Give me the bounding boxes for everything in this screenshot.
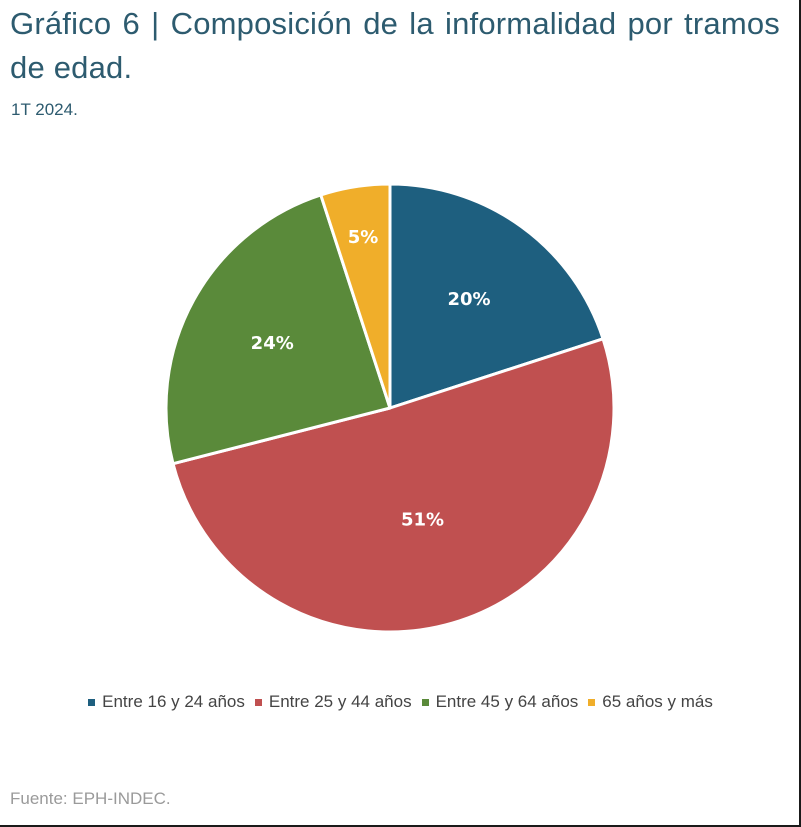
chart-title: Gráfico 6 | Composición de la informalid… xyxy=(10,6,780,85)
legend-swatch-2 xyxy=(254,698,262,706)
pie-slice-2 xyxy=(171,337,616,634)
chart-subtitle: 1T 2024. xyxy=(11,100,78,119)
legend-label-4: 65 años y más xyxy=(602,692,713,711)
pie-slice-4 xyxy=(319,182,392,410)
legend-swatch-1 xyxy=(88,698,96,706)
source-note: Fuente: EPH-INDEC. xyxy=(10,789,171,808)
slice-data-label-4: 5% xyxy=(348,227,379,248)
legend-label-2: Entre 25 y 44 años xyxy=(268,692,412,711)
legend-item-2: Entre 25 y 44 años xyxy=(254,692,412,712)
legend-label-1: Entre 16 y 24 años xyxy=(102,692,245,711)
slice-data-label-3: 24% xyxy=(251,333,294,354)
legend-swatch-3 xyxy=(421,698,429,706)
legend-item-1: Entre 16 y 24 años xyxy=(88,692,245,712)
chart-legend: Entre 16 y 24 años Entre 25 y 44 años Entr… xyxy=(0,692,801,712)
slice-data-label-2: 51% xyxy=(401,509,444,530)
pie-chart: 20% 51% 24% 5% xyxy=(164,182,616,634)
legend-label-3: Entre 45 y 64 años xyxy=(435,692,579,711)
pie-slice-3 xyxy=(164,193,392,466)
legend-item-3: Entre 45 y 64 años xyxy=(421,692,579,712)
legend-swatch-4 xyxy=(588,698,596,706)
pie-slice-1 xyxy=(388,182,605,410)
slice-data-label-1: 20% xyxy=(447,289,490,310)
legend-item-4: 65 años y más xyxy=(588,692,713,712)
